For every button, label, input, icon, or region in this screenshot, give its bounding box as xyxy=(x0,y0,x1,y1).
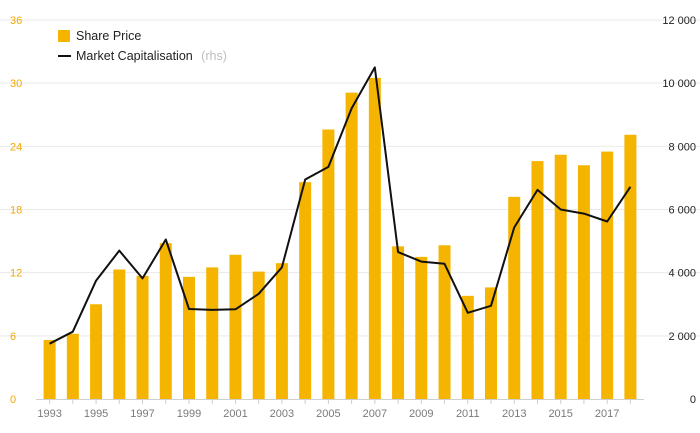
bar-1999 xyxy=(183,276,195,399)
x-tick-label: 2011 xyxy=(456,408,480,420)
bar-2009 xyxy=(415,256,428,399)
y-right-tick-label: 6 000 xyxy=(668,205,696,217)
bar-1998 xyxy=(159,243,172,399)
axes: 0 0 6 2 000 12 4 000 18 6 000 24 8 000 30 10 000 36 1… xyxy=(10,15,696,420)
legend-swatch-share-price xyxy=(58,30,70,42)
bar-1994 xyxy=(66,333,79,399)
bar-1996 xyxy=(113,269,126,399)
legend-label-market-cap-rhs: (rhs) xyxy=(201,49,227,63)
legend: Share Price Market Capitalisation (rhs) xyxy=(58,29,227,64)
x-tick-label: 2009 xyxy=(409,408,433,420)
y-left-tick-label: 30 xyxy=(10,78,22,90)
bar-2015 xyxy=(554,154,567,399)
market-cap-line-group xyxy=(49,66,632,345)
bar-2008 xyxy=(392,246,405,399)
x-tick-label: 2017 xyxy=(595,408,619,420)
x-tick-label: 1993 xyxy=(37,408,61,420)
y-left-tick-label: 12 xyxy=(10,268,22,280)
bar-1993 xyxy=(43,340,56,399)
bar-2006 xyxy=(345,92,358,400)
x-tick-label: 1997 xyxy=(130,408,154,420)
x-tick-label: 2005 xyxy=(316,408,340,420)
y-right-tick-label: 8 000 xyxy=(668,141,696,153)
bar-2001 xyxy=(229,254,242,399)
x-tick-label: 1999 xyxy=(177,408,201,420)
x-tick-label: 1995 xyxy=(84,408,108,420)
x-tick-label: 2015 xyxy=(548,408,572,420)
bar-2010 xyxy=(438,245,451,399)
market-cap-line xyxy=(49,66,632,345)
y-left-tick-label: 18 xyxy=(10,205,22,217)
y-right-tick-label: 12 000 xyxy=(662,15,696,27)
bar-2012 xyxy=(485,287,497,399)
x-tick-label: 2013 xyxy=(502,408,526,420)
y-right-tick-label: 4 000 xyxy=(668,268,696,280)
legend-label-market-cap: Market Capitalisation (rhs) xyxy=(76,47,227,64)
bar-2017 xyxy=(601,151,614,399)
y-left-tick-label: 0 xyxy=(10,394,16,406)
bar-2016 xyxy=(577,165,590,399)
y-right-tick-label: 0 xyxy=(690,394,696,406)
bar-2007 xyxy=(368,77,381,400)
bar-2018 xyxy=(624,134,637,399)
legend-label-market-cap-name: Market Capitalisation xyxy=(76,49,193,63)
x-tick-label: 2003 xyxy=(270,408,294,420)
bar-2013 xyxy=(508,196,521,399)
y-right-tick-label: 10 000 xyxy=(662,78,696,90)
x-tick-label: 2001 xyxy=(223,408,247,420)
bar-2011 xyxy=(461,295,474,399)
bar-1997 xyxy=(136,275,149,399)
y-left-tick-label: 6 xyxy=(10,331,16,343)
y-left-tick-label: 36 xyxy=(10,15,22,27)
bar-2005 xyxy=(322,129,335,399)
share-price-bars xyxy=(43,77,637,400)
bar-1995 xyxy=(90,304,103,399)
x-tick-label: 2007 xyxy=(363,408,387,420)
y-left-tick-label: 24 xyxy=(10,141,22,153)
y-right-tick-label: 2 000 xyxy=(668,331,696,343)
bar-2004 xyxy=(299,182,312,399)
bar-2002 xyxy=(252,271,265,399)
bar-2014 xyxy=(531,161,544,399)
bar-2000 xyxy=(206,267,219,399)
bar-2003 xyxy=(275,263,288,399)
legend-label-share-price: Share Price xyxy=(76,29,141,43)
